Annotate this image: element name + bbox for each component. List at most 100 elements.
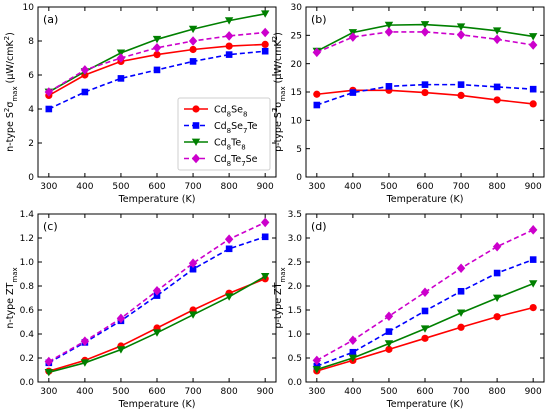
data-point: [260, 217, 270, 228]
x-tick-label: 800: [489, 182, 506, 192]
data-point: [349, 89, 357, 96]
y-tick-label: 10: [23, 3, 35, 13]
y-tick-label: 0.4: [20, 330, 35, 340]
data-point: [493, 269, 501, 277]
panel-label: (c): [43, 220, 58, 233]
data-point: [224, 293, 234, 301]
data-point: [529, 256, 537, 263]
data-point: [456, 263, 466, 274]
y-tick-label: 1.4: [20, 210, 35, 220]
x-axis-title: Temperature (K): [118, 399, 196, 410]
y-tick-label: 10: [291, 117, 303, 127]
data-point: [152, 286, 162, 296]
y-tick-label: 8: [28, 37, 34, 47]
y-tick-label: 2: [28, 139, 34, 149]
x-tick-label: 500: [112, 182, 129, 192]
y-tick-label: 0.0: [288, 378, 303, 388]
x-tick-label: 700: [184, 387, 201, 397]
x-tick-label: 600: [416, 387, 433, 397]
legend: Cd8Se8 Cd8Se7Te Cd8Te8 Cd8Te7Se: [177, 97, 271, 171]
data-point: [261, 233, 269, 241]
data-point: [153, 51, 161, 59]
data-point: [385, 83, 393, 90]
x-tick-label: 400: [344, 182, 361, 192]
x-tick-label: 900: [525, 182, 542, 192]
data-point: [492, 294, 502, 302]
data-point: [420, 287, 430, 298]
data-point: [224, 234, 234, 244]
data-point: [116, 313, 126, 324]
data-point: [260, 27, 270, 38]
y-tick-label: 0.5: [288, 354, 302, 364]
x-axis-title: Temperature (K): [386, 399, 464, 410]
panel-c: 300 400 500 600 700 800 900 0.0 0.2 0.4 0.6 0.8 1.0 1…: [5, 210, 277, 410]
data-point: [348, 354, 358, 362]
data-point: [44, 87, 54, 97]
data-point: [188, 258, 198, 268]
data-point: [152, 35, 162, 44]
legend-swatch-marker: [192, 122, 200, 129]
data-point: [456, 309, 466, 317]
data-point: [457, 91, 465, 99]
data-point: [313, 90, 321, 98]
legend-box: [177, 97, 271, 171]
y-tick-label: 4: [28, 105, 34, 115]
data-point: [44, 356, 54, 367]
data-point: [80, 336, 90, 346]
y-tick-label: 5: [296, 145, 302, 155]
data-point: [189, 58, 197, 65]
y-tick-label: 0.2: [20, 354, 34, 364]
panel-label: (a): [43, 13, 58, 26]
y-tick-label: 6: [28, 71, 34, 81]
x-tick-label: 500: [112, 387, 129, 397]
data-point: [492, 241, 502, 252]
data-point: [80, 65, 90, 75]
x-tick-label: 600: [148, 182, 165, 192]
y-tick-label: 1.0: [288, 330, 303, 340]
y-tick-label: 3.0: [288, 234, 303, 244]
data-point: [312, 366, 322, 374]
x-tick-label: 300: [308, 182, 325, 192]
x-tick-label: 800: [489, 387, 506, 397]
panel-label: (b): [311, 13, 327, 26]
legend-label: Cd8Se7Te: [214, 121, 258, 135]
y-axis-title: n-type ZTmax: [5, 267, 19, 328]
y-tick-label: 1.0: [20, 258, 35, 268]
data-point: [529, 85, 537, 93]
data-point: [493, 313, 501, 321]
data-point: [384, 311, 394, 322]
data-point: [384, 21, 394, 30]
x-tick-label: 900: [525, 387, 542, 397]
x-tick-label: 300: [308, 387, 325, 397]
data-point: [117, 75, 125, 82]
y-tick-label: 0.0: [20, 378, 35, 388]
data-point: [456, 29, 466, 40]
x-tick-label: 600: [416, 182, 433, 192]
x-tick-label: 800: [221, 387, 238, 397]
y-axis-title: p-type ZTmax: [273, 267, 287, 328]
x-tick-label: 700: [452, 182, 469, 192]
y-tick-label: 25: [291, 32, 302, 42]
y-tick-label: 0.6: [20, 306, 35, 316]
data-point: [529, 304, 537, 312]
legend-label: Cd8Te7Se: [214, 154, 258, 168]
y-axis-title: n-type S2σmax (μW/cmK2): [3, 32, 19, 152]
y-tick-label: 15: [291, 88, 302, 98]
data-point: [312, 47, 322, 58]
y-tick-label: 30: [291, 3, 303, 13]
y-tick-label: 20: [291, 60, 303, 70]
legend-label: Cd8Se8: [214, 105, 247, 119]
data-point: [420, 27, 430, 37]
data-point: [457, 81, 465, 88]
data-point: [421, 307, 429, 315]
x-axis-title: Temperature (K): [118, 194, 196, 205]
data-point: [457, 287, 465, 295]
data-point: [116, 53, 126, 63]
data-point: [457, 323, 465, 331]
legend-swatch-marker: [191, 153, 201, 164]
y-tick-label: 2.5: [288, 258, 302, 268]
data-point: [225, 51, 233, 58]
x-tick-label: 400: [76, 387, 93, 397]
y-tick-label: 0: [28, 173, 34, 183]
